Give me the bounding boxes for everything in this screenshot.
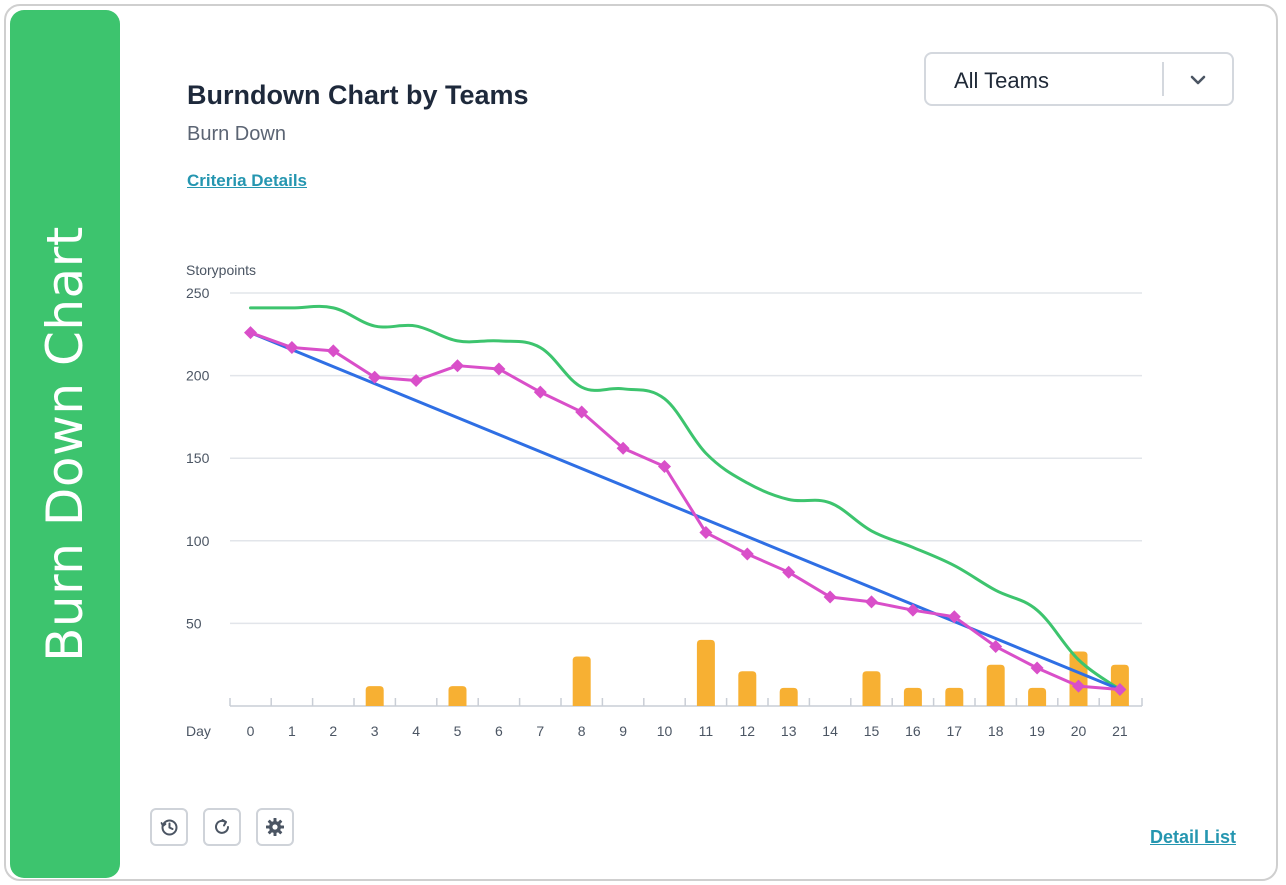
x-axis-label: Day xyxy=(186,723,211,739)
x-tick-label: 18 xyxy=(988,723,1004,739)
y-tick-label: 250 xyxy=(186,285,210,301)
criteria-details-link[interactable]: Criteria Details xyxy=(187,171,307,190)
x-tick-label: 7 xyxy=(536,723,544,739)
x-tick-label: 20 xyxy=(1071,723,1087,739)
detail-list-link[interactable]: Detail List xyxy=(1150,827,1237,847)
x-tick-label: 19 xyxy=(1029,723,1045,739)
x-tick-label: 5 xyxy=(454,723,462,739)
bar xyxy=(696,639,715,706)
y-tick-label: 100 xyxy=(186,533,210,549)
x-tick-label: 0 xyxy=(247,723,255,739)
refresh-icon xyxy=(215,819,229,834)
actual-point[interactable] xyxy=(616,441,630,455)
bar xyxy=(903,687,922,706)
actual-point[interactable] xyxy=(1113,682,1127,696)
x-tick-label: 6 xyxy=(495,723,503,739)
bar xyxy=(862,671,881,706)
actual-point[interactable] xyxy=(326,344,340,358)
actual-point[interactable] xyxy=(409,374,423,388)
x-tick-label: 11 xyxy=(699,723,714,739)
bar xyxy=(572,656,591,706)
page-subtitle: Burn Down xyxy=(187,123,286,145)
actual-point[interactable] xyxy=(451,359,464,373)
side-banner: Burn Down Chart xyxy=(10,10,120,878)
x-tick-label: 16 xyxy=(905,723,921,739)
actual-point[interactable] xyxy=(1030,661,1044,675)
x-tick-label: 13 xyxy=(781,723,797,739)
card-frame xyxy=(4,4,1278,881)
actual-point[interactable] xyxy=(782,565,796,579)
actual-point[interactable] xyxy=(533,385,547,399)
team-select-divider xyxy=(1162,62,1164,96)
ideal-line xyxy=(249,331,1122,691)
x-tick-label: 14 xyxy=(822,723,838,739)
actual-line xyxy=(249,331,1122,691)
chevron-down-icon[interactable] xyxy=(1188,70,1208,90)
bar xyxy=(365,686,384,706)
actual-point[interactable] xyxy=(699,526,713,540)
actual-point[interactable] xyxy=(865,595,878,609)
bar xyxy=(779,687,798,706)
actual-point[interactable] xyxy=(285,341,299,355)
bar xyxy=(945,687,964,706)
x-tick-label: 9 xyxy=(619,723,627,739)
actual-point[interactable] xyxy=(906,603,920,617)
history-button[interactable] xyxy=(150,808,188,846)
page-title: Burndown Chart by Teams xyxy=(187,80,529,110)
settings-button[interactable] xyxy=(256,808,294,846)
y-tick-label: 50 xyxy=(186,615,202,631)
x-tick-label: 2 xyxy=(329,723,337,739)
x-tick-label: 21 xyxy=(1112,723,1128,739)
actual-point[interactable] xyxy=(368,370,382,384)
refresh-button[interactable] xyxy=(203,808,241,846)
actual-point[interactable] xyxy=(575,405,589,419)
side-banner-title: Burn Down Chart xyxy=(36,226,94,662)
actual-point[interactable] xyxy=(989,640,1003,654)
y-tick-label: 150 xyxy=(186,450,210,466)
bar xyxy=(986,664,1005,706)
actual-point[interactable] xyxy=(492,362,506,376)
x-tick-label: 12 xyxy=(740,723,756,739)
x-tick-label: 4 xyxy=(412,723,420,739)
gear-icon xyxy=(266,818,284,836)
y-tick-label: 200 xyxy=(186,368,210,384)
bar xyxy=(738,671,757,706)
actual-point[interactable] xyxy=(658,459,671,473)
y-axis-label: Storypoints xyxy=(186,262,256,278)
actual-point[interactable] xyxy=(740,547,754,561)
history-icon xyxy=(160,819,178,836)
x-tick-label: 15 xyxy=(864,723,880,739)
x-tick-label: 8 xyxy=(578,723,586,739)
team-select-value: All Teams xyxy=(954,68,1049,93)
x-tick-label: 3 xyxy=(371,723,379,739)
remaining-line xyxy=(249,304,1122,691)
bar xyxy=(1028,687,1047,706)
x-tick-label: 1 xyxy=(288,723,296,739)
x-tick-label: 17 xyxy=(947,723,963,739)
x-tick-label: 10 xyxy=(657,723,673,739)
actual-point[interactable] xyxy=(1072,679,1085,693)
actual-point[interactable] xyxy=(244,326,257,340)
actual-point[interactable] xyxy=(823,590,837,604)
actual-point[interactable] xyxy=(947,610,961,624)
team-select[interactable]: All Teams xyxy=(924,52,1234,106)
bar xyxy=(448,686,467,706)
